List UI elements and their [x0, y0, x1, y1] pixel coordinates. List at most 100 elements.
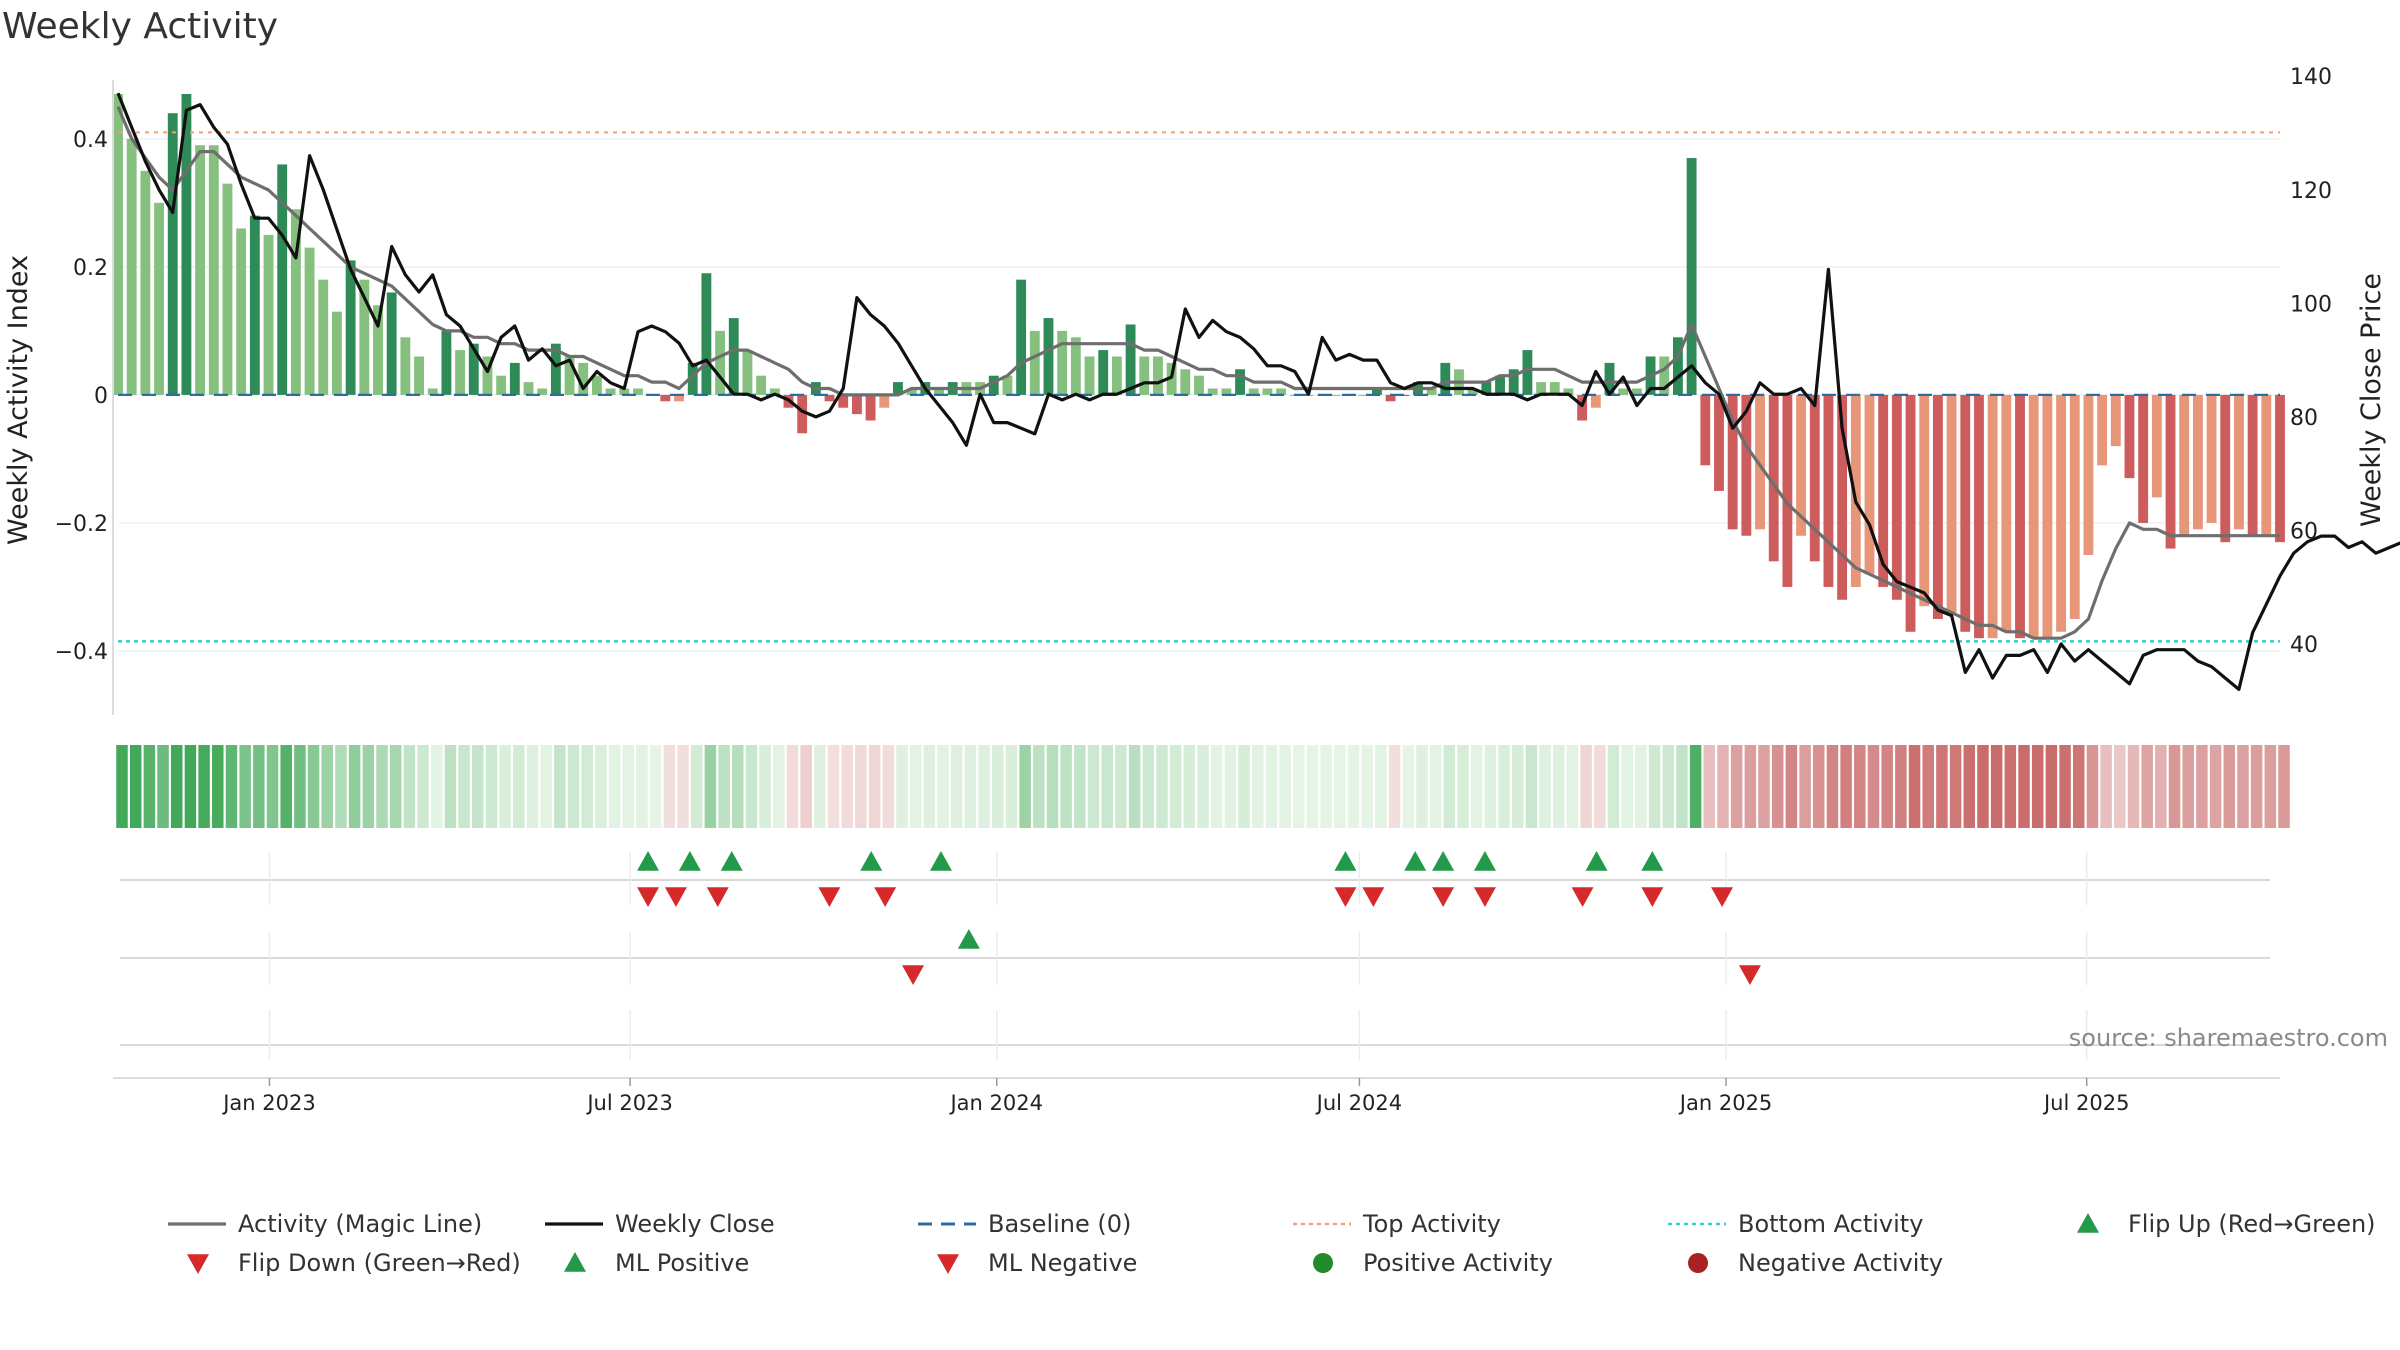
activity-heat-cell — [335, 745, 347, 828]
activity-bar — [113, 94, 123, 395]
activity-heat-cell — [1361, 745, 1373, 828]
activity-bar — [482, 356, 493, 395]
activity-heat-cell — [513, 745, 525, 828]
activity-heat-cell — [2168, 745, 2181, 828]
y-tick-left: 0.2 — [73, 256, 108, 281]
activity-heat-cell — [526, 745, 539, 828]
activity-bar — [2220, 394, 2231, 543]
activity-heat-cell — [1265, 745, 1278, 828]
activity-bar — [1057, 330, 1068, 395]
activity-heat-cell — [978, 745, 990, 828]
activity-bar — [195, 145, 206, 395]
activity-bar — [906, 388, 917, 395]
legend-label: ML Negative — [988, 1249, 1137, 1277]
activity-bar — [1522, 350, 1533, 395]
activity-heat-cell — [937, 745, 949, 828]
legend-swatch — [564, 1252, 586, 1272]
activity-heat-cell — [991, 745, 1004, 828]
activity-heat-cell — [1539, 745, 1551, 828]
activity-bar — [2206, 394, 2217, 523]
activity-heat-cell — [1019, 745, 1031, 828]
activity-bar — [1495, 375, 1505, 395]
activity-bar — [290, 209, 301, 395]
activity-bar — [1974, 394, 1984, 639]
activity-heat-cell — [1867, 745, 1880, 828]
flip-up-marker — [1473, 851, 1496, 871]
activity-heat-cell — [1457, 745, 1469, 828]
legend-item: ML Negative — [937, 1249, 1137, 1277]
activity-bar — [1002, 375, 1013, 395]
activity-heat-cell — [1470, 745, 1483, 828]
activity-heat-cell — [677, 745, 689, 828]
x-tick-label: Jan 2024 — [948, 1091, 1043, 1115]
activity-heat-cell — [2018, 745, 2030, 828]
activity-heat-cell — [1334, 745, 1346, 828]
activity-heat-cell — [1060, 745, 1072, 828]
activity-heat-cell — [1484, 745, 1497, 828]
activity-bar — [167, 113, 178, 395]
activity-heat-cell — [1580, 745, 1592, 828]
y-tick-left: −0.4 — [55, 640, 108, 665]
activity-heat-cell — [814, 745, 826, 828]
activity-heat-cell — [2182, 745, 2194, 828]
activity-heat-cell — [157, 745, 169, 828]
activity-bar — [1837, 394, 1848, 600]
flip-down-marker — [1362, 887, 1385, 907]
activity-heat-cell — [1347, 745, 1360, 828]
activity-heat-cell — [2031, 745, 2044, 828]
activity-bar — [1919, 394, 1930, 607]
y-axis-label-right: Weekly Close Price — [2356, 273, 2387, 527]
activity-heat-cell — [1662, 745, 1674, 828]
activity-bar — [1016, 279, 1027, 395]
activity-bar — [564, 356, 575, 395]
y-tick-left: −0.2 — [55, 512, 108, 537]
activity-bar — [605, 388, 616, 395]
activity-bar — [660, 394, 671, 402]
activity-heat-cell — [1279, 745, 1291, 828]
activity-bar — [222, 183, 233, 395]
flip-up-marker — [1585, 851, 1608, 871]
activity-bar — [824, 394, 835, 402]
activity-bar — [865, 394, 876, 421]
activity-bar — [2138, 394, 2149, 523]
legend-label: Flip Up (Red→Green) — [2128, 1210, 2376, 1238]
legend-label: Positive Activity — [1363, 1249, 1553, 1277]
activity-heat-cell — [950, 745, 963, 828]
y-tick-right: 40 — [2290, 633, 2318, 658]
activity-heat-cell — [1306, 745, 1319, 828]
flip-down-marker — [1432, 887, 1455, 907]
activity-heat-cell — [2114, 745, 2126, 828]
flip-down-marker — [1641, 887, 1664, 907]
activity-heat-cell — [1525, 745, 1538, 828]
activity-bar — [1727, 394, 1738, 530]
legend-label: Weekly Close — [615, 1210, 775, 1238]
activity-bar — [1946, 394, 1957, 613]
activity-bar — [1878, 394, 1889, 587]
activity-heat-cell — [1744, 745, 1757, 828]
activity-heat-cell — [143, 745, 156, 828]
activity-heat-cell — [1936, 745, 1948, 828]
activity-heat-cell — [1881, 745, 1893, 828]
activity-bar — [1221, 388, 1232, 395]
activity-bar — [1029, 330, 1040, 395]
activity-bar — [2261, 394, 2272, 536]
activity-bar — [2042, 394, 2053, 639]
activity-bar — [1262, 388, 1273, 395]
activity-bar — [2097, 394, 2108, 466]
activity-bar — [1659, 356, 1670, 395]
activity-heat-cell — [2045, 745, 2058, 828]
activity-heat-cell — [280, 745, 292, 828]
x-axis: Jan 2023 Jul 2023 Jan 2024 Jul 2024 Jan 2025… — [113, 1077, 2280, 1115]
activity-bar — [2165, 394, 2176, 549]
activity-bar — [1891, 394, 1902, 600]
activity-bar — [1782, 394, 1793, 587]
legend-swatch — [187, 1254, 209, 1274]
y-tick-right: 80 — [2290, 406, 2318, 431]
activity-bar — [1248, 388, 1259, 395]
activity-heat-cell — [2100, 745, 2112, 828]
activity-heat-cell — [1074, 745, 1086, 828]
activity-heat-cell — [1621, 745, 1633, 828]
activity-heat-cell — [2209, 745, 2222, 828]
activity-bar — [2001, 394, 2012, 632]
